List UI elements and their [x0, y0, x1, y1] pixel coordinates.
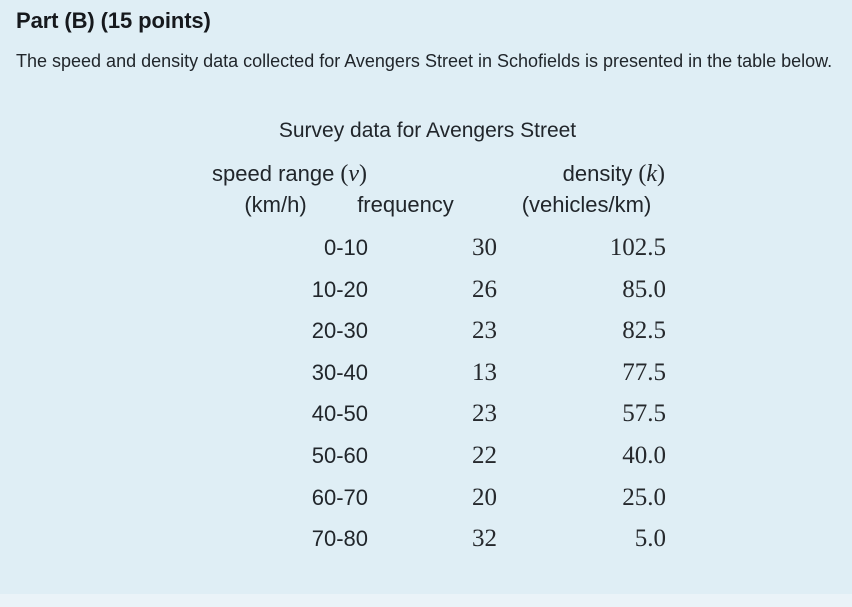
bottom-divider	[0, 594, 852, 607]
table-row: 10-20 26 85.0	[183, 275, 666, 319]
density-cell: 40.0	[622, 441, 666, 469]
table-row: 40-50 23 57.5	[183, 401, 666, 443]
table-row: 30-40 13 77.5	[183, 358, 666, 402]
density-cell: 85.0	[622, 275, 666, 303]
frequency-cell: 23	[472, 400, 497, 428]
table-header-row-1: speed range (v) density (k)	[183, 161, 666, 187]
survey-table: Survey data for Avengers Street speed ra…	[183, 118, 666, 568]
density-cell: 25.0	[622, 483, 666, 511]
math-symbol-v: (v)	[340, 161, 367, 187]
density-cell: 82.5	[622, 317, 666, 345]
density-cell: 5.0	[634, 525, 666, 553]
frequency-cell: 26	[472, 275, 497, 303]
header-unit-vehicles-km: (vehicles/km)	[521, 192, 652, 217]
density-label: density	[562, 161, 633, 186]
col-header-speed-range: speed range (v)	[183, 161, 368, 187]
frequency-cell: 30	[472, 234, 497, 261]
header-unit-kmh: (km/h)	[244, 192, 307, 217]
header-frequency: frequency	[357, 192, 454, 217]
density-cell: 57.5	[622, 400, 666, 428]
speed-range-cell: 50-60	[311, 442, 368, 468]
intro-paragraph: The speed and density data collected for…	[16, 51, 833, 71]
speed-range-cell: 10-20	[311, 276, 368, 302]
table-row: 20-30 23 82.5	[183, 318, 666, 360]
speed-range-cell: 30-40	[311, 359, 368, 385]
table-row: 50-60 22 40.0	[183, 441, 666, 485]
table-row: 0-10 30 102.5	[183, 235, 666, 277]
table-title: Survey data for Avengers Street	[278, 119, 577, 142]
density-cell: 77.5	[622, 358, 666, 386]
speed-range-cell: 40-50	[311, 401, 368, 427]
frequency-cell: 32	[472, 525, 497, 553]
speed-range-label: speed range	[212, 161, 335, 186]
math-symbol-k: (k)	[638, 161, 665, 187]
col-header-density: density (k)	[497, 161, 666, 187]
table-body: 0-10 30 102.5 10-20 26 85.0 20-30 23 82.…	[183, 235, 666, 568]
speed-range-cell: 0-10	[323, 235, 368, 260]
frequency-cell: 20	[472, 483, 497, 511]
frequency-cell: 13	[472, 358, 497, 386]
speed-range-cell: 60-70	[311, 484, 368, 510]
speed-range-cell: 20-30	[311, 318, 368, 344]
table-header-row-2: (km/h) frequency (vehicles/km)	[183, 192, 666, 218]
frequency-cell: 22	[472, 441, 497, 469]
part-heading: Part (B) (15 points)	[16, 8, 211, 33]
speed-range-cell: 70-80	[311, 526, 368, 552]
table-row: 70-80 32 5.0	[183, 526, 666, 568]
table-row: 60-70 20 25.0	[183, 483, 666, 527]
frequency-cell: 23	[472, 317, 497, 345]
density-cell: 102.5	[609, 234, 666, 261]
